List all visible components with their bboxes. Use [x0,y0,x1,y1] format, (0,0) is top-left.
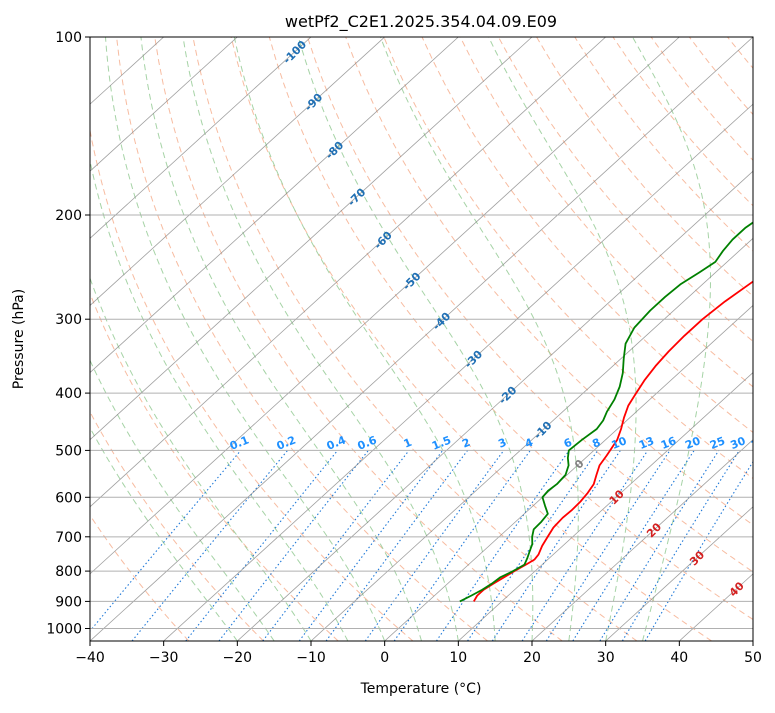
moist-adiabat-line [182,37,459,641]
y-tick-label: 300 [55,312,82,328]
chart-title: wetPf2_C2E1.2025.354.04.09.E09 [285,12,557,32]
y-tick-label: 800 [55,564,82,580]
mixing-ratio-label: 1 [402,436,414,451]
moist-adiabat-line [90,158,349,641]
moist-adiabat-line [488,37,637,641]
isotherm-line [310,237,753,641]
dry-adiabat-line [90,410,264,641]
mixing-ratio-line [185,450,338,641]
x-tick-label: 20 [523,650,541,666]
moist-adiabat-line [104,37,386,641]
isotherm-line [605,506,753,641]
isotherm-line [90,37,312,239]
y-tick-label: 1000 [46,622,82,638]
x-tick-label: 30 [597,650,615,666]
x-tick-label: 50 [744,650,762,666]
dry-adiabat-line [90,127,414,641]
isotherm-line [90,37,238,172]
plot-frame [89,36,754,642]
mixing-ratio-line [435,450,570,641]
y-tick-label: 900 [55,594,82,610]
temperature-line [473,280,753,602]
mixing-ratio-line [621,450,740,641]
x-axis-label: Temperature (°C) [360,681,482,697]
x-tick-label: −30 [149,650,179,666]
profile-series [459,221,753,603]
mixing-ratio-line [90,450,242,632]
dry-adiabat-line [268,37,753,621]
mixing-ratio-line [599,450,720,641]
isotherm-line [90,37,459,374]
isotherm-line [237,170,753,641]
dry-adiabat-line [192,37,638,641]
y-tick-label: 500 [55,443,82,459]
dry-adiabat-line [154,37,563,641]
dry-adiabats [90,37,753,641]
mixing-ratio-label: 36 [749,434,768,452]
dry-adiabat-line [90,514,190,641]
mixing-ratio-label: 2 [460,436,472,451]
mixing-ratio-line [467,450,599,641]
y-tick-label: 600 [55,490,82,506]
isotherm-line [90,37,753,641]
mixing-ratio-line [364,450,505,641]
moist-adiabat-line [632,37,712,641]
x-axis-ticks: −40 −30 −20 −10 0 10 20 30 40 50 [75,641,762,666]
y-axis-ticks: 100 200 300 400 500 600 700 800 900 1000 [46,30,90,638]
isotherm-line [531,439,753,641]
mixing-ratio-line [262,450,410,641]
x-tick-label: −40 [75,650,105,666]
x-tick-label: 40 [670,650,688,666]
isotherm-line [90,37,533,441]
isotherm-line [384,304,753,641]
mixing-ratio-label: 3 [496,436,508,451]
mixing-ratio-label: 8 [590,436,602,451]
moist-adiabat-line [233,37,496,641]
x-tick-label: 0 [380,650,389,666]
mixing-ratio-label: 16 [659,434,678,452]
mixing-ratio-label: 20 [683,434,702,452]
mixing-ratio-line [131,450,289,641]
y-tick-label: 200 [55,208,82,224]
isotherms [90,37,753,641]
mixing-ratio-label: 30 [728,434,747,452]
isotherm-line [90,37,606,508]
isotherm-line [163,103,753,641]
mixing-ratio-label: 10 [610,434,629,452]
isotherm-line [90,37,385,306]
moist-adiabat-line [140,37,422,641]
moist-adiabat-line [90,426,238,641]
x-tick-label: 10 [449,650,467,666]
dry-adiabat-line [307,37,753,573]
moist-adiabat-line [297,37,534,641]
mixing-ratio-line [298,450,444,641]
moist-adiabat-line [90,359,275,641]
pressure-gridlines [90,37,753,629]
dry-adiabat-line [230,37,712,641]
dry-adiabat-line [116,37,488,641]
isotherm-line [90,37,680,575]
mixing-ratio-lines [90,450,753,641]
y-axis-label: Pressure (hPa) [11,289,27,389]
y-tick-label: 700 [55,530,82,546]
mixing-ratio-label: 13 [637,434,656,452]
dewpoint-line [459,221,753,603]
mixing-ratio-line [545,450,671,641]
x-tick-label: −10 [296,650,326,666]
dry-adiabat-line [345,37,753,526]
mixing-ratio-label: 25 [708,434,727,452]
mixing-ratio-line [325,450,468,641]
mixing-ratio-line [491,450,621,641]
mixing-ratio-line [521,450,649,641]
moist-adiabats [90,37,712,641]
y-tick-label: 400 [55,386,82,402]
y-tick-label: 100 [55,30,82,46]
isotherm-line [458,372,753,641]
plot-area: -100-90-80-70-60-50-40-30-20-10010203040… [90,37,768,641]
moist-adiabat-line [380,37,579,641]
x-tick-label: −20 [223,650,253,666]
